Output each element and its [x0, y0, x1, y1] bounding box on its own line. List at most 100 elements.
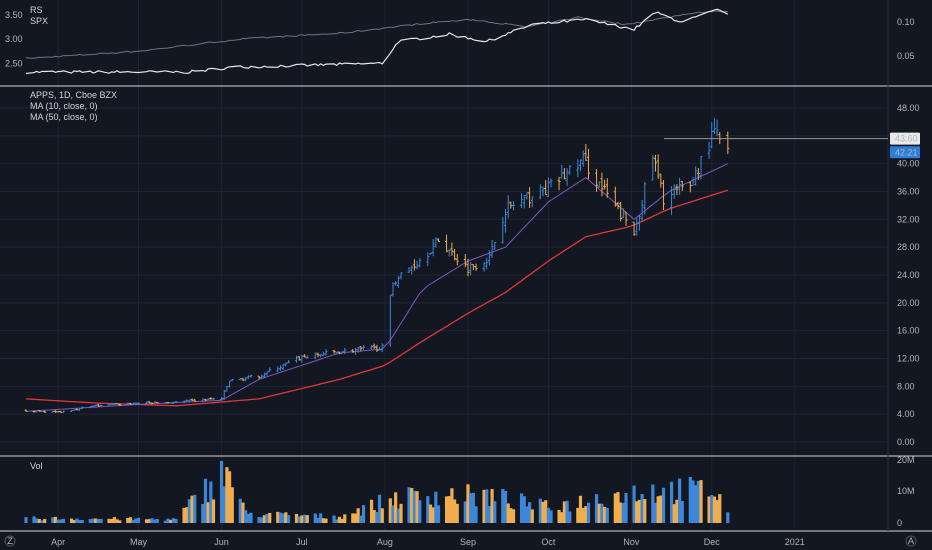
volume-bar: [396, 508, 400, 523]
volume-bar: [594, 494, 599, 523]
spx-axis-label: 0.05: [897, 51, 915, 61]
volume-bar: [447, 496, 451, 523]
volume-bar: [35, 518, 39, 523]
volume-bar: [637, 499, 642, 523]
volume-bar: [219, 461, 224, 523]
volume-bar: [600, 503, 604, 523]
month-label: 2021: [785, 537, 805, 547]
volume-bar: [238, 498, 242, 523]
volume-bar: [455, 503, 459, 523]
volume-bar: [485, 489, 489, 523]
volume-bar: [621, 503, 625, 523]
volume-bar: [185, 507, 189, 523]
volume-bar: [377, 494, 382, 523]
volume-bar: [305, 515, 309, 523]
volume-bar: [640, 494, 644, 523]
price-axis-label: 20.00: [897, 298, 920, 308]
volume-bar: [661, 487, 666, 523]
auto-scale-icon[interactable]: [905, 535, 917, 547]
volume-bar: [152, 519, 157, 523]
month-label: Oct: [541, 537, 556, 547]
volume-bar: [549, 510, 553, 523]
price-axis-label: 28.00: [897, 242, 920, 252]
volume-bar: [659, 495, 663, 523]
volume-bar: [88, 519, 92, 523]
volume-bar: [426, 496, 430, 523]
last-price-label: 42.21: [895, 147, 918, 157]
volume-bar: [163, 520, 167, 523]
volume-bar: [136, 517, 141, 523]
volume-bar: [688, 476, 692, 523]
volume-bar: [691, 480, 695, 523]
volume-bar: [501, 488, 505, 523]
volume-bar: [241, 502, 245, 523]
volume-bar: [300, 515, 304, 523]
ma50-line: [25, 189, 729, 407]
volume-bar: [359, 515, 363, 523]
volume-bar: [324, 518, 328, 523]
volume-bar: [560, 512, 564, 523]
volume-bar: [522, 496, 526, 523]
volume-bar: [452, 499, 457, 523]
volume-bar: [541, 501, 545, 523]
volume-bar: [268, 512, 272, 523]
volume-bar: [281, 513, 285, 523]
volume-bar: [313, 513, 317, 523]
volume-bar: [653, 502, 658, 523]
volume-bar: [75, 518, 79, 523]
volume-bar: [712, 496, 717, 523]
volume-bar: [343, 514, 347, 523]
month-label: Sep: [460, 537, 476, 547]
timezone-icon[interactable]: [4, 535, 16, 547]
volume-bar: [394, 492, 398, 523]
volume-bar: [635, 501, 639, 523]
volume-bar: [605, 507, 609, 523]
volume-bar: [466, 484, 470, 523]
volume-bar: [415, 491, 419, 523]
volume-bar: [190, 495, 194, 523]
volume-bar: [388, 498, 392, 523]
volume-bar: [249, 512, 253, 523]
volume-bar: [201, 503, 205, 523]
volume-bar: [509, 508, 513, 523]
volume-bar: [203, 478, 208, 523]
volume-bar: [356, 508, 360, 523]
volume-bar: [169, 519, 173, 523]
volume-bar: [319, 513, 323, 523]
volume-bar: [244, 510, 248, 523]
volume-bar: [118, 520, 122, 523]
volume-bar: [487, 506, 492, 523]
volume-bar: [493, 501, 497, 523]
volume-axis-label: 10M: [897, 486, 915, 496]
resistance-price-label: 43.60: [895, 134, 918, 144]
volume-bar: [112, 517, 116, 523]
volume-bar: [144, 519, 149, 523]
volume-bar: [155, 518, 159, 523]
volume-bar: [613, 493, 617, 523]
volume-bar: [619, 502, 623, 523]
volume-bar: [278, 512, 283, 523]
volume-bar: [530, 509, 534, 523]
volume-bar: [418, 500, 422, 523]
volume-bar: [511, 509, 516, 523]
volume-bar: [80, 520, 84, 523]
volume-bar: [284, 512, 288, 523]
volume-bar: [260, 517, 264, 523]
volume-bar: [361, 505, 366, 523]
volume-bar: [544, 500, 548, 523]
ma-legend: MA (50, close, 0): [30, 112, 98, 122]
volume-bar: [257, 516, 261, 523]
price-axis-label: 36.00: [897, 187, 920, 197]
auto-scale-icon-label: A: [908, 536, 914, 546]
volume-bar: [482, 489, 486, 523]
price-axis-label: 0.00: [897, 437, 915, 447]
volume-bar: [527, 502, 532, 523]
volume-bar: [91, 518, 95, 523]
price-axis-label: 48.00: [897, 103, 920, 113]
volume-bar: [99, 518, 103, 523]
volume-bar: [562, 501, 567, 523]
volume-bar: [107, 518, 111, 523]
volume-bar: [586, 502, 591, 523]
rs-line: [25, 8, 729, 75]
